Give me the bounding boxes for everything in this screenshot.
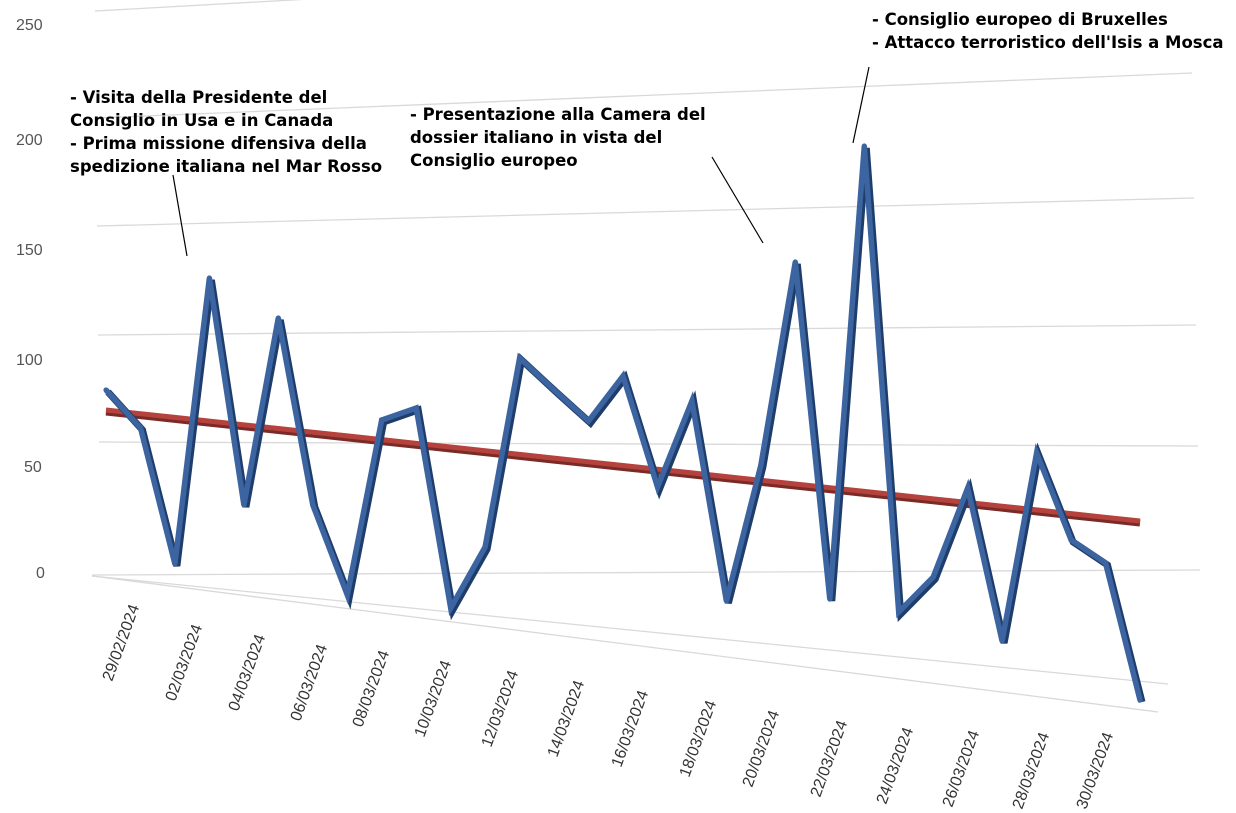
data-point [930,574,936,580]
annotation-text-line: Consiglio in Usa e in Canada [70,111,333,130]
data-point [379,417,385,423]
annotation-leader-line [711,156,764,244]
data-point [827,596,833,602]
gridline [94,0,305,12]
x-tick-label: 12/03/2024 [479,668,522,749]
gridline [96,197,1195,227]
data-point [723,598,730,604]
data-point [344,592,350,598]
data-point [275,315,281,321]
annotation-text-line: - Presentazione alla Camera del [410,105,706,124]
annotation-text-line: - Attacco terroristico dell'Isis a Mosca [872,33,1224,52]
x-tick-label: 10/03/2024 [412,658,455,739]
data-point [1068,537,1074,543]
data-point [413,405,419,411]
annotation-text-line: Consiglio europeo [410,151,578,170]
x-tick-label: 14/03/2024 [545,678,588,759]
x-tick-label: 08/03/2024 [350,648,393,729]
data-point [965,485,971,491]
annotation: - Presentazione alla Camera del dossier i… [410,105,764,244]
x-tick-label: 28/03/2024 [1010,730,1053,811]
series-group [103,143,1146,703]
data-point [896,609,902,615]
x-tick-label: 24/03/2024 [874,725,917,806]
data-point [585,418,592,424]
series-line [103,145,1143,701]
gridline [97,324,1197,336]
data-point [103,387,109,393]
data-point [861,143,867,149]
x-tick-label: 02/03/2024 [163,622,206,703]
x-axis-tick-labels: 29/02/2024 02/03/2024 04/03/2024 06/03/2024… [100,602,1117,811]
floor-line [91,575,1169,685]
data-point [172,561,178,567]
data-point [137,425,144,431]
x-tick-label: 26/03/2024 [940,728,983,809]
data-point [792,259,798,265]
annotation: - Visita della Presidente del Consiglio i… [70,88,382,257]
y-tick-label: 50 [24,459,42,476]
y-tick-label: 150 [16,242,43,259]
data-point [758,462,764,468]
x-tick-label: 29/02/2024 [100,602,143,683]
x-tick-label: 04/03/2024 [226,632,269,713]
data-point [448,605,454,611]
y-tick-label: 0 [36,565,45,582]
data-point [1137,697,1143,703]
annotation-text-line: - Visita della Presidente del [70,88,327,107]
annotation-leader-line [852,66,870,144]
data-point [1102,560,1109,566]
data-point [206,275,212,281]
data-point [482,544,488,550]
y-tick-label: 200 [16,132,43,149]
data-point [654,484,661,490]
y-tick-label: 100 [16,352,43,369]
data-point [551,387,557,393]
data-point [999,638,1005,644]
y-tick-label: 250 [16,17,43,34]
data-point [241,502,247,508]
data-point [689,398,695,404]
annotation: - Consiglio europeo di Bruxelles - Attacc… [852,10,1224,144]
annotation-text-line: - Consiglio europeo di Bruxelles [872,10,1168,29]
floor-line [91,575,1159,713]
data-point [1034,450,1040,456]
data-point [517,355,523,361]
x-tick-label: 30/03/2024 [1074,730,1117,811]
x-tick-label: 20/03/2024 [740,708,783,789]
y-axis-tick-labels: 0 50 100 150 200 250 [16,17,45,582]
x-tick-label: 18/03/2024 [677,698,720,779]
annotation-text-line: spedizione italiana nel Mar Rosso [70,157,382,176]
annotation-text-line: dossier italiano in vista del [410,128,662,147]
gridline [95,72,1193,119]
x-tick-label: 22/03/2024 [808,718,851,799]
data-point [620,373,626,379]
annotation-text-line: - Prima missione difensiva della [70,134,367,153]
x-tick-label: 06/03/2024 [288,642,331,723]
series-line-shadow [105,147,1146,703]
gridline [91,569,1201,576]
annotation-leader-line [172,174,188,257]
data-point [310,502,316,508]
x-tick-label: 16/03/2024 [609,688,652,769]
annotations: - Visita della Presidente del Consiglio i… [70,10,1224,257]
